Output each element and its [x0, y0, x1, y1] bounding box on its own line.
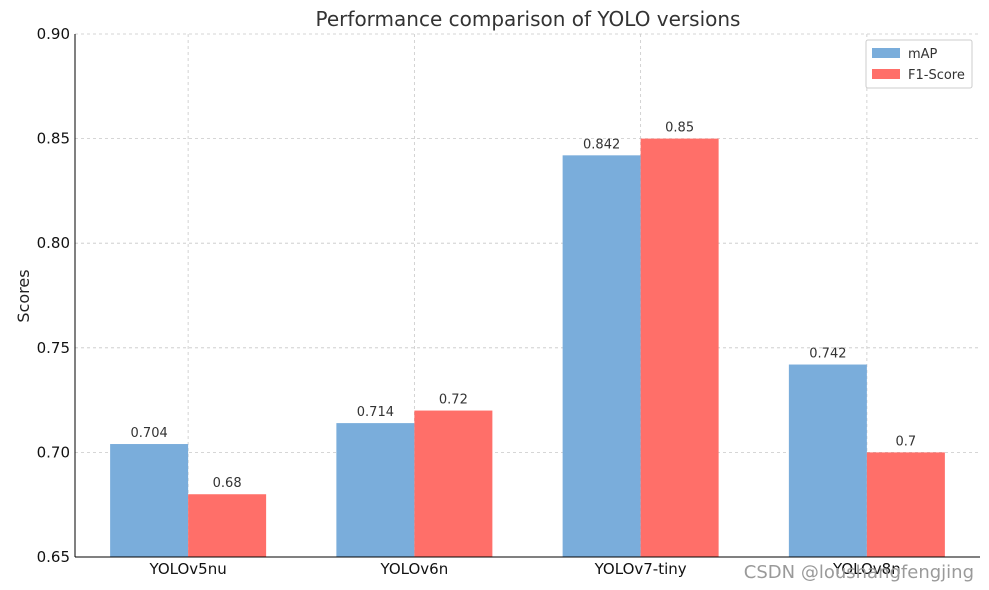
data-label: 0.85: [665, 121, 694, 136]
y-tick-label: 0.65: [37, 548, 70, 566]
y-tick-label: 0.90: [37, 25, 70, 43]
bar-map: [788, 364, 867, 557]
bar-f1-score: [414, 410, 493, 557]
legend-label: F1-Score: [908, 68, 965, 83]
x-tick-label: YOLOv8n: [832, 560, 901, 578]
x-tick-label: YOLOv6n: [380, 560, 449, 578]
legend-swatch: [872, 69, 900, 79]
bars: 0.704 0.714 0.842 0.742 0.68 0.72 0.85 0.7: [110, 121, 945, 557]
bar-map: [336, 423, 415, 557]
y-tick-label: 0.85: [37, 130, 70, 148]
watermark: CSDN @loushangfengjing: [744, 562, 974, 583]
x-tick-label: YOLOv7-tiny: [594, 560, 687, 578]
y-tick-label: 0.80: [37, 234, 70, 252]
bar-f1-score: [640, 138, 719, 557]
data-label: 0.714: [357, 405, 394, 420]
y-tick-label: 0.70: [37, 443, 70, 461]
y-axis-label: Scores: [14, 269, 33, 322]
data-label: 0.7: [896, 434, 917, 449]
data-label: 0.704: [131, 426, 168, 441]
bar-f1-score: [866, 452, 945, 557]
chart-title: Performance comparison of YOLO versions: [316, 7, 741, 31]
legend-swatch: [872, 48, 900, 58]
bar-map: [110, 444, 189, 557]
y-tick-label: 0.75: [37, 339, 70, 357]
bar-map: [562, 155, 641, 557]
x-tick-label: YOLOv5nu: [149, 560, 227, 578]
legend-label: mAP: [908, 47, 938, 62]
bar-f1-score: [188, 494, 267, 557]
data-label: 0.742: [809, 347, 846, 362]
data-label: 0.72: [439, 393, 468, 408]
data-label: 0.68: [213, 476, 242, 491]
axes: 0.65 0.70 0.75 0.80 0.85 0.90 YOLOv5nu YOLOv6n Y…: [37, 25, 980, 578]
legend: mAP F1-Score: [865, 39, 973, 89]
data-label: 0.842: [583, 137, 620, 152]
